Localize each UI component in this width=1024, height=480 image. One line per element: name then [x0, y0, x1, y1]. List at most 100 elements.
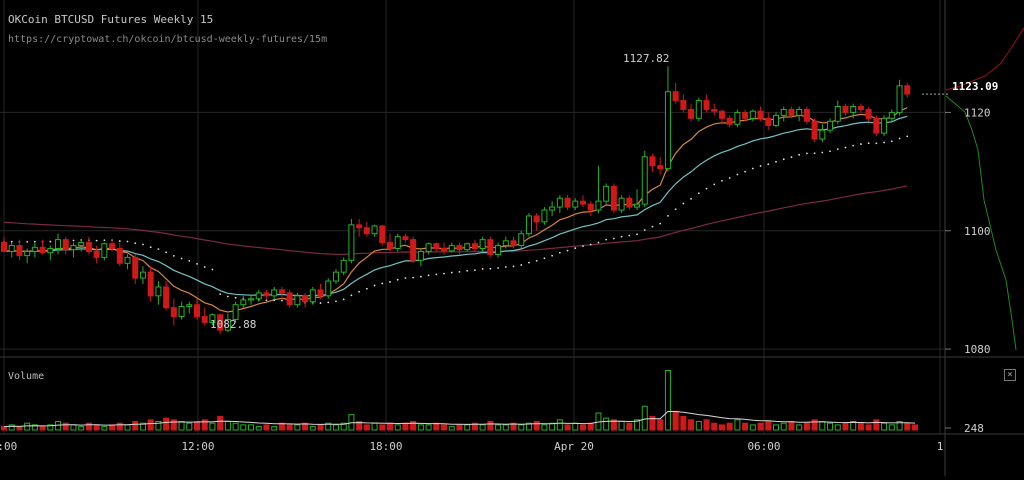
volume-bar	[479, 424, 486, 431]
candle-up	[340, 259, 347, 273]
candle-down	[85, 242, 92, 252]
volume-bar	[209, 422, 216, 431]
candle-up	[664, 91, 671, 170]
sar-dot	[890, 140, 893, 143]
volume-ma-line	[3, 411, 916, 428]
ask-depth-curve	[945, 27, 1024, 91]
candle-down	[510, 240, 517, 247]
candle-down	[132, 256, 139, 279]
volume-bar	[711, 422, 718, 431]
candle-down	[163, 286, 170, 309]
candle-down	[857, 106, 864, 110]
volume-bar	[178, 421, 185, 431]
candle-up	[556, 197, 563, 208]
candle-up	[834, 106, 841, 122]
candle-up	[232, 304, 239, 321]
candle-up	[224, 319, 231, 331]
sar-dot	[234, 296, 237, 299]
candle-up	[271, 289, 278, 297]
sar-dot	[134, 242, 137, 245]
candle-down	[657, 165, 664, 170]
volume-bar	[425, 424, 432, 431]
candle-down	[564, 197, 571, 208]
volume-bar	[495, 424, 502, 431]
sar-dot	[504, 266, 507, 268]
candle-up	[309, 289, 316, 303]
volume-bar	[834, 424, 841, 431]
bid-depth-curve	[945, 95, 1017, 351]
sar-dot	[829, 150, 831, 153]
volume-bar	[417, 424, 424, 431]
candle-up	[209, 314, 216, 323]
sar-dot	[389, 281, 391, 283]
sar-dot	[528, 261, 530, 264]
candle-up	[641, 156, 648, 205]
sar-dot	[535, 259, 538, 262]
candle-down	[711, 108, 718, 112]
volume-bar	[580, 424, 586, 431]
sar-dot	[628, 234, 631, 237]
candle-up	[502, 240, 509, 247]
volume-bar	[634, 419, 641, 431]
candle-up	[464, 243, 471, 251]
sar-dot	[844, 146, 847, 149]
candle-down	[217, 314, 224, 331]
sar-dot	[790, 156, 793, 159]
sar-dot	[358, 290, 361, 293]
volume-bar	[163, 417, 170, 431]
candle-down	[402, 236, 409, 241]
sar-dot	[605, 238, 608, 241]
volume-bar	[394, 424, 401, 431]
volume-bar	[603, 417, 610, 431]
volume-bar	[248, 424, 255, 431]
volume-bar	[896, 421, 903, 431]
candle-up	[734, 111, 741, 125]
sar-dot	[543, 257, 546, 260]
volume-bar	[803, 422, 810, 431]
sar-dot	[867, 142, 870, 145]
candle-up	[394, 236, 401, 250]
sar-dot	[589, 243, 592, 246]
volume-bar	[680, 415, 687, 431]
volume-bar	[93, 424, 100, 431]
volume-bar	[811, 419, 818, 431]
x-tick-label: 12:00	[181, 440, 214, 453]
candle-up	[773, 114, 779, 126]
candle-up	[780, 108, 787, 116]
sar-dot	[489, 267, 492, 270]
candle-down	[718, 110, 725, 119]
sar-dot	[149, 246, 152, 249]
volume-bar	[402, 422, 409, 431]
sar-dot	[118, 240, 121, 242]
sar-dot	[906, 135, 909, 138]
volume-bar	[240, 424, 247, 431]
volume-bar	[865, 424, 872, 431]
volume-bar	[186, 422, 193, 431]
candle-up	[827, 120, 834, 131]
volume-bar	[703, 419, 710, 431]
sar-dot	[612, 237, 615, 240]
x-tick-label: Apr 20	[554, 440, 594, 453]
sar-dot	[751, 167, 754, 170]
sar-dot	[690, 197, 692, 200]
candle-up	[448, 245, 455, 252]
volume-bar	[433, 422, 440, 431]
sar-dot	[697, 192, 700, 195]
chart-title: OKCoin BTCUSD Futures Weekly 15	[8, 13, 214, 26]
volume-bar	[232, 422, 239, 431]
volume-bar	[749, 424, 756, 431]
close-icon[interactable]: ×	[1004, 369, 1016, 381]
volume-bar	[857, 422, 864, 431]
sar-dot	[551, 254, 554, 257]
volume-bar	[78, 426, 85, 431]
sar-dot	[319, 302, 322, 304]
sar-dot	[558, 251, 561, 254]
candle-up	[70, 245, 77, 251]
candle-down	[433, 243, 440, 249]
volume-bar	[873, 419, 880, 431]
sar-dot	[875, 142, 878, 145]
ema-slow-line	[3, 185, 908, 256]
sar-dot	[883, 141, 885, 144]
volume-bar	[618, 421, 625, 431]
sar-dot	[180, 257, 183, 260]
